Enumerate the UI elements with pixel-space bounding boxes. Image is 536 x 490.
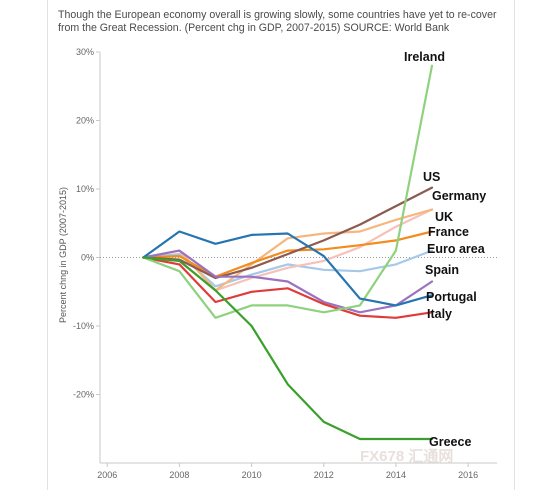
chart-series-lines [142, 64, 434, 441]
y-tick-label: -20% [73, 390, 94, 400]
series-label-euro-area: Euro area [427, 242, 486, 256]
series-line-italy [142, 256, 434, 319]
x-tick-label: 2010 [242, 470, 262, 480]
series-line-greece [142, 256, 434, 441]
y-tick-label: 30% [76, 47, 94, 57]
x-tick-label: 2008 [169, 470, 189, 480]
x-tick-label: 2006 [97, 470, 117, 480]
y-tick-label: 0% [81, 253, 94, 263]
y-tick-label: 20% [76, 116, 94, 126]
y-tick-label: -10% [73, 321, 94, 331]
series-label-greece: Greece [429, 435, 471, 449]
y-tick-label: 10% [76, 184, 94, 194]
series-label-germany: Germany [432, 189, 486, 203]
y-axis-label: Percent chng in GDP (2007-2015) [58, 187, 68, 323]
series-line-spain [142, 249, 434, 314]
x-tick-label: 2016 [458, 470, 478, 480]
series-label-italy: Italy [427, 307, 452, 321]
series-line-france [142, 230, 434, 278]
series-label-uk: UK [435, 210, 453, 224]
frame-right-border [514, 0, 515, 490]
series-label-portugal: Portugal [426, 290, 477, 304]
frame-left-border [47, 0, 48, 490]
series-label-ireland: Ireland [404, 50, 445, 64]
series-label-us: US [423, 170, 440, 184]
x-tick-label: 2012 [314, 470, 334, 480]
chart-axes: 30% 20% 10% 0% -10% -20% 2006 2008 2010 2012 2014 2… [73, 47, 497, 480]
series-label-spain: Spain [425, 263, 459, 277]
series-line-portugal [142, 230, 434, 307]
series-label-france: France [428, 225, 469, 239]
x-tick-label: 2014 [386, 470, 406, 480]
series-line-us [142, 186, 434, 280]
series-line-ireland [142, 64, 434, 319]
chart-caption: Though the European economy overall is g… [58, 9, 497, 34]
watermark: FX678 汇通网 [360, 448, 453, 465]
